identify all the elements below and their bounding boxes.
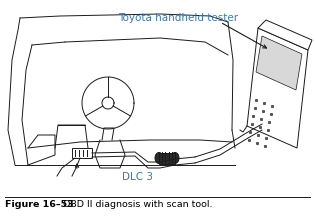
Bar [159,153,175,163]
Ellipse shape [155,153,163,163]
Polygon shape [258,20,312,50]
Bar [72,148,92,158]
Ellipse shape [171,153,179,163]
Polygon shape [247,28,308,148]
Text: OBD II diagnosis with scan tool.: OBD II diagnosis with scan tool. [63,200,213,209]
Text: Figure 16–53: Figure 16–53 [5,200,74,209]
Text: Toyota handheld tester: Toyota handheld tester [118,13,238,23]
Polygon shape [256,36,302,90]
Text: DLC 3: DLC 3 [123,172,153,182]
